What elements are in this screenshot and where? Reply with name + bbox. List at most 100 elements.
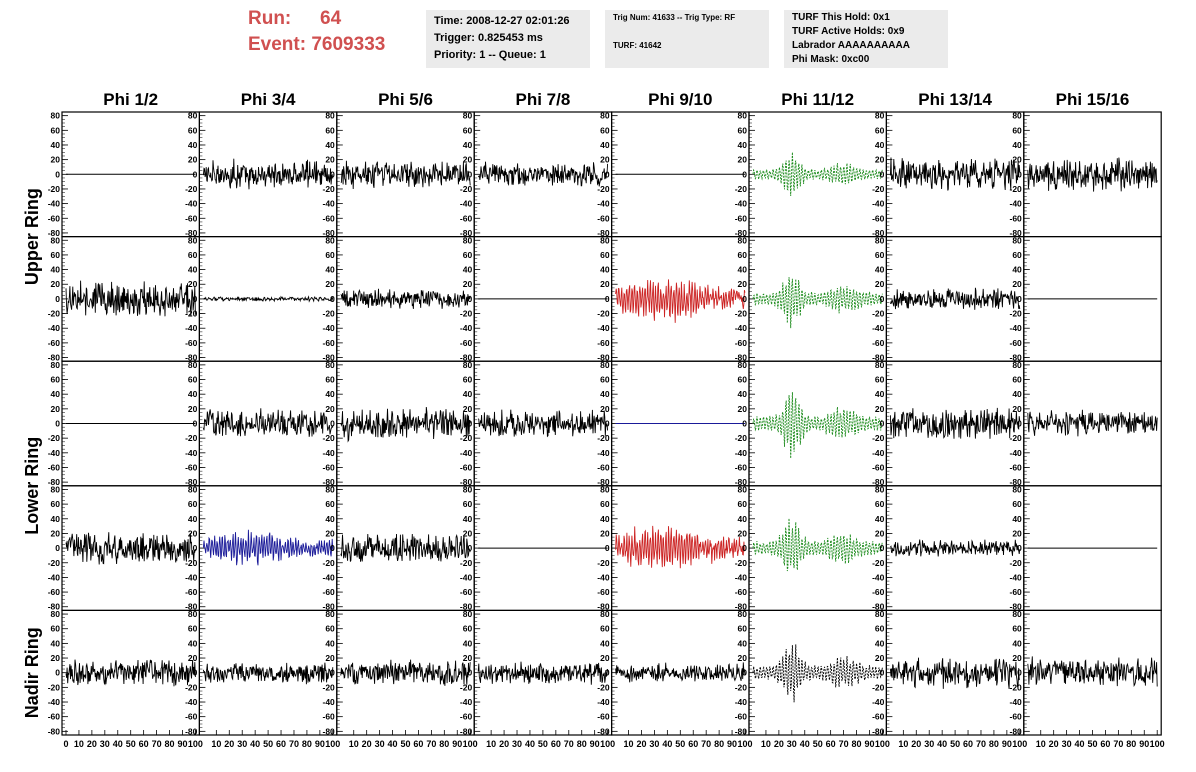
y-tick-label: 80 [463,484,473,494]
y-tick-label: -60 [735,338,748,348]
y-tick-label: -40 [48,572,61,582]
y-tick-label: 20 [51,528,61,538]
y-tick-label: 40 [600,514,610,524]
y-tick-label: 60 [875,624,885,634]
y-tick-label: -60 [48,338,61,348]
y-tick-label: -80 [597,602,610,612]
y-tick-label: 0 [467,543,472,553]
y-tick-label: 0 [605,543,610,553]
time-text: Time: 2008-12-27 02:01:26 [434,15,570,27]
y-tick-label: -20 [597,433,610,443]
y-tick-label: 40 [188,140,198,150]
trace-line [340,160,471,190]
y-tick-label: 60 [463,250,473,260]
y-tick-label: -40 [597,697,610,707]
x-tick-label: 90 [315,739,325,749]
y-tick-label: -60 [323,213,336,223]
x-tick-label: 30 [375,739,385,749]
y-tick-label: 20 [875,279,885,289]
y-tick-label: 0 [605,419,610,429]
trace-line [752,644,883,703]
y-tick-label: -40 [872,199,885,209]
labrador-text: Labrador AAAAAAAAAA [792,40,910,51]
y-tick-label: -20 [1010,433,1023,443]
y-tick-label: -20 [185,558,198,568]
trace-line [752,518,883,572]
x-tick-label: 70 [1113,739,1123,749]
y-tick-label: 0 [880,668,885,678]
y-tick-label: 80 [188,235,198,245]
y-tick-label: 0 [193,169,198,179]
y-tick-label: -40 [323,323,336,333]
y-tick-label: 80 [875,484,885,494]
y-tick-label: 60 [51,624,61,634]
y-tick-label: -40 [185,697,198,707]
y-tick-label: 80 [738,484,748,494]
y-tick-label: -80 [48,353,61,363]
y-tick-label: 0 [880,543,885,553]
y-tick-label: -40 [735,572,748,582]
y-tick-label: -60 [323,587,336,597]
x-tick-label: 20 [362,739,372,749]
y-tick-label: 60 [325,499,335,509]
trace-line [65,659,196,687]
y-tick-label: 40 [463,389,473,399]
y-tick-label: 20 [188,279,198,289]
x-tick-label: 60 [688,739,698,749]
y-tick-label: 40 [875,514,885,524]
y-tick-label: -40 [1010,323,1023,333]
y-tick-label: -80 [323,353,336,363]
y-tick-label: 0 [330,543,335,553]
y-tick-label: 40 [325,389,335,399]
trace-line [477,161,609,187]
y-tick-label: -20 [735,184,748,194]
y-tick-label: 0 [605,169,610,179]
trace-line [752,392,883,459]
y-tick-label: 40 [463,638,473,648]
y-tick-label: -20 [48,682,61,692]
y-tick-label: 20 [600,279,610,289]
y-tick-label: -20 [735,433,748,443]
x-tick-label: 70 [701,739,711,749]
x-tick-label: 80 [302,739,312,749]
y-tick-label: 80 [600,484,610,494]
y-tick-label: -80 [872,353,885,363]
y-tick-label: 40 [738,514,748,524]
y-tick-label: -60 [597,213,610,223]
y-tick-label: 0 [605,668,610,678]
y-tick-label: -40 [460,199,473,209]
y-tick-label: 60 [875,250,885,260]
x-tick-label: 80 [439,739,449,749]
y-tick-label: 20 [325,279,335,289]
x-tick-label: 40 [388,739,398,749]
y-tick-label: -40 [460,448,473,458]
y-tick-label: -20 [185,184,198,194]
y-tick-label: -80 [735,477,748,487]
y-tick-label: 40 [51,389,61,399]
trace-line [340,406,471,443]
y-tick-label: -60 [323,462,336,472]
y-tick-label: -40 [735,199,748,209]
y-tick-label: -60 [597,587,610,597]
x-tick-label: 90 [452,739,462,749]
y-tick-label: -20 [735,682,748,692]
y-tick-label: 0 [880,169,885,179]
y-tick-label: -80 [185,726,198,736]
x-tick-label: 20 [224,739,234,749]
x-tick-label: 70 [152,739,162,749]
y-tick-label: 0 [880,419,885,429]
y-tick-label: -60 [872,338,885,348]
y-tick-label: 20 [325,404,335,414]
y-tick-label: -80 [460,477,473,487]
y-tick-label: 0 [880,294,885,304]
y-tick-label: -20 [460,682,473,692]
y-tick-label: 40 [600,638,610,648]
y-tick-label: -60 [323,712,336,722]
y-tick-label: -40 [460,323,473,333]
x-tick-label: 80 [714,739,724,749]
y-tick-label: -40 [872,697,885,707]
x-tick-label: 50 [813,739,823,749]
y-tick-label: -40 [323,572,336,582]
y-tick-label: -80 [48,602,61,612]
